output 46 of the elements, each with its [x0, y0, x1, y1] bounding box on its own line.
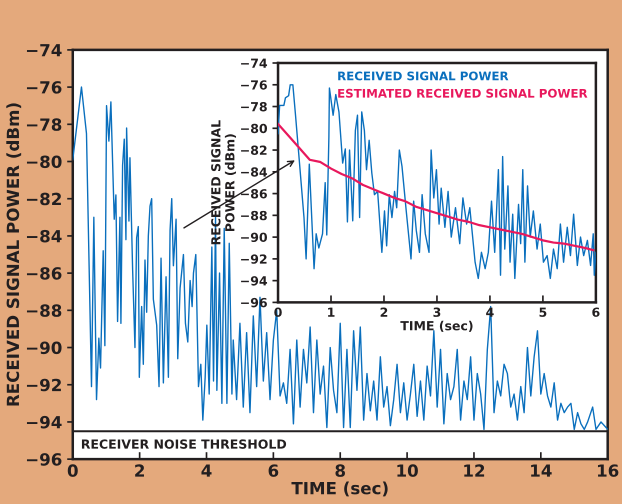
y-tick-label: −76: [26, 81, 62, 94]
y-tick-label: −82: [241, 146, 267, 155]
y-tick-label: −84: [241, 167, 268, 177]
x-tick-label: 5: [540, 308, 546, 317]
y-tick-label: −84: [26, 230, 62, 242]
x-tick-label: 4: [201, 464, 212, 477]
y-tick-label: −92: [26, 378, 61, 392]
y-tick-label: −78: [26, 118, 62, 131]
y-tick-label: −74: [241, 58, 268, 68]
x-tick-label: 8: [335, 464, 345, 477]
y-tick-label: −82: [26, 192, 61, 206]
y-axis-title: RECEIVED SIGNAL POWER (dBm): [211, 120, 236, 244]
text: ESTIMATED RECEIVED SIGNAL POWER: [338, 88, 588, 98]
x-tick-label: 10: [397, 464, 418, 477]
x-axis-title: TIME (sec): [291, 482, 388, 496]
y-tick-label: −86: [26, 267, 62, 280]
y-tick-label: −96: [26, 453, 62, 466]
y-tick-label: −78: [241, 102, 267, 112]
x-tick-label: 0: [68, 464, 78, 477]
y-tick-label: −76: [241, 80, 267, 90]
line-series: [278, 122, 594, 252]
y-axis-title: RECEIVED SIGNAL POWER (dBm): [6, 103, 22, 406]
x-tick-label: 1: [328, 308, 334, 317]
x-axis-title: TIME (sec): [400, 320, 473, 332]
y-tick-label: −74: [26, 44, 62, 56]
y-tick-label: −88: [241, 210, 267, 220]
ref-line-label: RECEIVER NOISE THRESHOLD: [82, 439, 286, 449]
y-tick-label: −80: [241, 124, 268, 134]
x-tick-label: 2: [380, 307, 388, 317]
y-tick-label: −88: [26, 304, 62, 317]
y-tick-label: −94: [241, 276, 268, 286]
y-tick-label: −90: [26, 341, 62, 354]
x-tick-label: 2: [135, 464, 144, 477]
y-tick-label: −80: [26, 155, 62, 168]
x-tick-label: 6: [268, 464, 278, 477]
y-tick-label: −92: [241, 254, 267, 264]
line-series: [278, 84, 596, 280]
y-tick-label: −86: [241, 189, 267, 199]
x-tick-label: 14: [531, 464, 552, 477]
series-label: RECEIVED SIGNAL POWER: [338, 71, 508, 80]
x-tick-label: 6: [592, 307, 600, 317]
x-tick-label: 3: [433, 307, 440, 317]
y-tick-label: −90: [241, 232, 268, 242]
x-tick-label: 16: [598, 464, 618, 477]
x-tick-label: 12: [464, 464, 484, 477]
y-tick-label: −94: [26, 416, 62, 429]
